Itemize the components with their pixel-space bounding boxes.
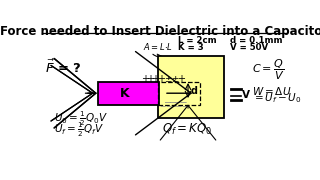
Text: $\pm$: $\pm$	[171, 74, 179, 84]
Text: $Q_f = KQ_0$: $Q_f = KQ_0$	[162, 122, 212, 137]
Text: $U_0 = \frac{1}{2}Q_0V$: $U_0 = \frac{1}{2}Q_0V$	[54, 109, 108, 128]
Text: −: −	[165, 102, 171, 111]
Text: −: −	[181, 102, 187, 111]
Text: $\pm$: $\pm$	[164, 74, 173, 84]
Text: −: −	[159, 102, 166, 111]
Text: $C = \dfrac{Q}{V}$: $C = \dfrac{Q}{V}$	[252, 58, 285, 82]
Bar	[98, 82, 159, 105]
Text: $A=L{\cdot}L$: $A=L{\cdot}L$	[143, 41, 173, 52]
Text: +: +	[146, 74, 154, 84]
Bar	[158, 82, 200, 105]
Text: +: +	[151, 74, 159, 84]
Text: $W = \Delta U$: $W = \Delta U$	[252, 85, 292, 97]
Text: $\vec{F}$ = ?: $\vec{F}$ = ?	[45, 59, 82, 76]
Text: Force needed to Insert Dielectric into a Capacitor: Force needed to Insert Dielectric into a…	[0, 25, 320, 38]
FancyArrowPatch shape	[153, 54, 162, 61]
Text: d: d	[190, 86, 197, 96]
Text: −: −	[170, 102, 177, 111]
Text: V = 50V: V = 50V	[230, 43, 268, 52]
Text: d = 0.1mm: d = 0.1mm	[230, 36, 282, 45]
Text: −: −	[179, 97, 186, 106]
Text: +: +	[177, 74, 185, 84]
Text: V: V	[242, 90, 250, 100]
Text: +: +	[157, 74, 165, 84]
Text: −: −	[163, 97, 170, 106]
Text: −: −	[176, 102, 182, 111]
Text: −: −	[168, 97, 175, 106]
Text: +: +	[140, 74, 148, 84]
Text: $= U_f - U_0$: $= U_f - U_0$	[252, 91, 302, 105]
Text: K: K	[120, 87, 129, 100]
Text: $U_f = \frac{1}{2}Q_fV$: $U_f = \frac{1}{2}Q_fV$	[54, 120, 104, 139]
Bar	[158, 56, 224, 118]
Text: −: −	[173, 97, 181, 106]
Text: L = 2cm: L = 2cm	[178, 36, 217, 45]
Text: K = 3: K = 3	[178, 43, 204, 52]
